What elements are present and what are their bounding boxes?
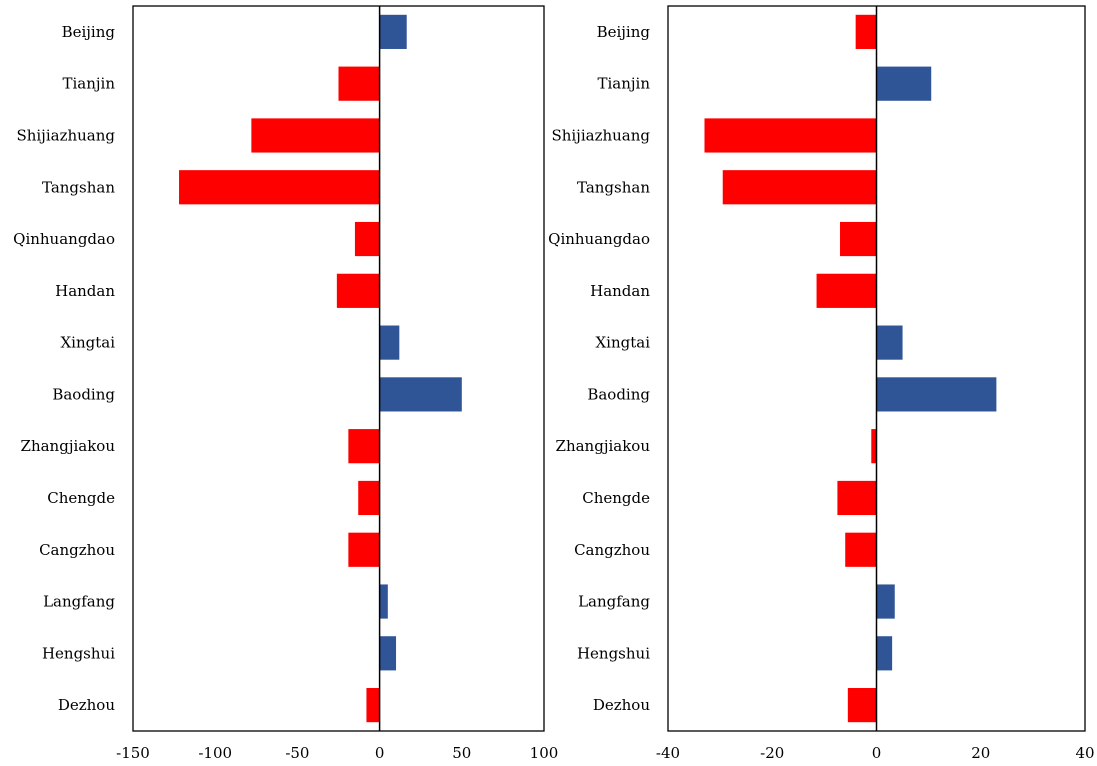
category-label: Tianjin: [597, 75, 650, 93]
category-label: Baoding: [52, 385, 115, 403]
x-tick-label: -50: [285, 744, 309, 762]
bar-tangshan: [722, 170, 877, 205]
bar-qinhuangdao: [840, 221, 877, 257]
category-label: Dezhou: [58, 696, 115, 714]
category-label: Tangshan: [42, 178, 115, 196]
category-label: Chengde: [47, 489, 115, 507]
bar-langfang: [876, 584, 895, 619]
right-chart: Beijing Tianjin Shijiazhuang Tangshan Qinhua…: [548, 5, 1095, 762]
category-label: Langfang: [43, 593, 115, 611]
bar-langfang: [379, 584, 388, 619]
category-label: Zhangjiakou: [21, 437, 116, 455]
bar-hengshui: [876, 636, 893, 671]
category-label: Cangzhou: [39, 541, 115, 559]
x-tick-label: 20: [971, 744, 990, 762]
bar-beijing: [855, 14, 877, 49]
category-label: Cangzhou: [574, 541, 650, 559]
bar-cangzhou: [845, 532, 877, 567]
bar-baoding: [379, 377, 462, 412]
x-tick-label: 40: [1075, 744, 1094, 762]
bar-zhangjiakou: [348, 429, 380, 464]
left-chart: Beijing Tianjin Shijiazhuang Tangshan Qinhua…: [13, 5, 559, 762]
x-tick-label: 0: [872, 744, 882, 762]
bar-hengshui: [379, 636, 397, 671]
category-label: Chengde: [582, 489, 650, 507]
category-label: Hengshui: [577, 644, 650, 662]
x-tick-label: -150: [116, 744, 150, 762]
bar-chengde: [358, 480, 380, 516]
category-label: Xingtai: [595, 334, 650, 352]
category-label: Qinhuangdao: [548, 230, 650, 248]
x-tick-label: -20: [760, 744, 784, 762]
bar-handan: [816, 273, 877, 308]
category-label: Beijing: [597, 23, 651, 41]
category-label: Handan: [55, 282, 115, 300]
bar-chengde: [837, 480, 877, 516]
x-tick-label: 50: [452, 744, 471, 762]
category-label: Handan: [590, 282, 650, 300]
x-tick-label: 0: [375, 744, 385, 762]
bar-dezhou: [847, 688, 877, 723]
bar-beijing: [379, 14, 407, 49]
category-label: Langfang: [578, 593, 650, 611]
bar-shijiazhuang: [251, 118, 380, 153]
category-label: Dezhou: [593, 696, 650, 714]
category-label: Tangshan: [577, 178, 650, 196]
bar-cangzhou: [348, 532, 380, 567]
bar-tianjin: [338, 66, 380, 101]
bar-qinhuangdao: [354, 221, 380, 257]
bar-tangshan: [179, 170, 380, 205]
plot-frame: [132, 5, 545, 732]
category-label: Tianjin: [62, 75, 115, 93]
category-label: Beijing: [62, 23, 116, 41]
bar-xingtai: [876, 325, 903, 360]
bar-shijiazhuang: [704, 118, 877, 153]
bar-dezhou: [366, 688, 380, 723]
category-label: Qinhuangdao: [13, 230, 115, 248]
bar-xingtai: [379, 325, 400, 360]
category-label: Zhangjiakou: [556, 437, 651, 455]
x-tick-label: -40: [656, 744, 680, 762]
bar-baoding: [876, 377, 997, 412]
category-label: Hengshui: [42, 644, 115, 662]
bar-zhangjiakou: [871, 429, 877, 464]
bar-tianjin: [876, 66, 932, 101]
category-label: Shijiazhuang: [16, 126, 115, 144]
category-label: Shijiazhuang: [551, 126, 650, 144]
x-tick-label: -100: [198, 744, 232, 762]
category-label: Baoding: [587, 385, 650, 403]
bar-handan: [336, 273, 380, 308]
x-tick-label: 100: [530, 744, 559, 762]
category-label: Xingtai: [60, 334, 115, 352]
